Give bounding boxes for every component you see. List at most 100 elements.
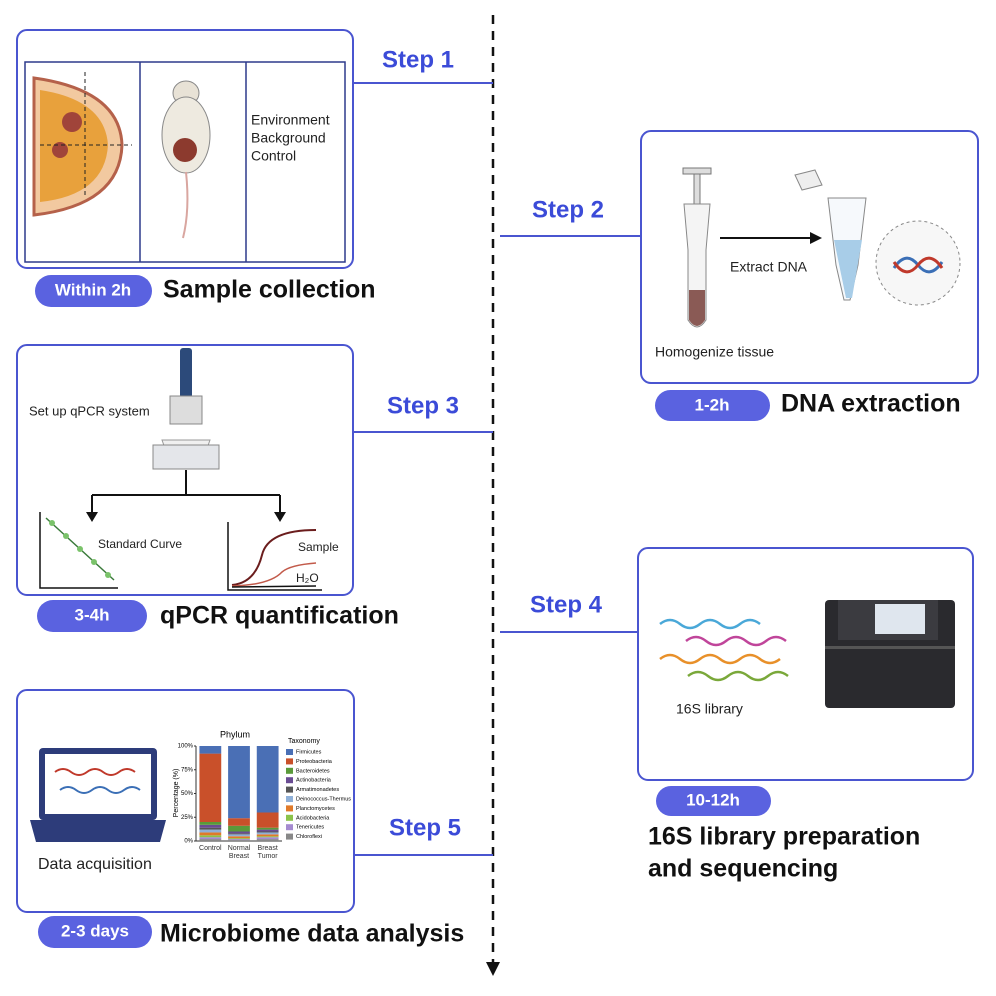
bar-segment [199, 832, 222, 836]
bar-segment [199, 839, 222, 841]
time-pill [38, 916, 152, 948]
y-tick-label: 25% [181, 815, 194, 821]
time-pill [656, 786, 771, 816]
bar-segment [256, 831, 279, 833]
legend-swatch [286, 805, 293, 812]
bar-segment [256, 839, 279, 841]
bar-segment [199, 835, 222, 838]
bar-segment [199, 827, 222, 830]
branch-arrows [91, 470, 281, 515]
bar-segment [228, 825, 250, 832]
legend-swatch [286, 824, 293, 831]
arrow-head [810, 232, 822, 244]
legend-label: Firmicutes [296, 749, 322, 755]
x-tick-label: Breast Tumor [257, 845, 278, 860]
bar-segment [228, 838, 250, 840]
time-pill [35, 275, 152, 307]
step-label: Step 5 [389, 814, 461, 841]
tube-illustration [794, 169, 961, 306]
bar-segment [256, 836, 279, 838]
step-title: and sequencing [648, 855, 838, 883]
homogenizer-illustration [682, 167, 712, 328]
bar-segment [228, 831, 250, 834]
note: Environment [251, 112, 330, 128]
step-title: qPCR quantification [160, 602, 399, 630]
panel [640, 130, 979, 384]
time-label: 2-3 days [61, 921, 129, 940]
inner-box [24, 61, 346, 263]
mouse-illustration [161, 80, 211, 239]
bar-segment [256, 812, 279, 828]
bar-segment [199, 746, 222, 754]
note: 16S library [676, 701, 743, 717]
panel [16, 689, 355, 913]
bar-segment [256, 834, 279, 837]
legend-label: Proteobacteria [296, 759, 333, 765]
legend-label: Bacteroidetes [296, 768, 330, 774]
y-tick-label: 75% [181, 767, 194, 773]
legend-label: Actinobacteria [296, 778, 332, 784]
time-label: Within 2h [55, 280, 131, 299]
stacked-bar-chart: 0% 25% 50% 75% 100% Firmicutes Proteobacteria B… [178, 744, 352, 845]
step-label: Step 4 [530, 591, 603, 618]
bar-segment [199, 837, 222, 840]
time-pill [37, 600, 147, 632]
bar-segment [228, 834, 250, 837]
bar-segment [228, 833, 250, 835]
note: Extract DNA [730, 259, 808, 275]
legend-swatch [286, 749, 293, 755]
note: Data acquisition [38, 856, 152, 873]
legend-swatch [286, 786, 293, 793]
legend-label: Chloroflexi [296, 834, 322, 840]
x-tick-label: Normal Breast [227, 845, 251, 860]
time-label: 3-4h [75, 605, 110, 624]
sequencer-illustration [825, 600, 955, 708]
legend-label: Planctomycetes [296, 806, 335, 812]
note: Sample [298, 540, 339, 554]
legend-label: Acidobacteria [296, 815, 330, 821]
note: Standard Curve [98, 537, 182, 551]
step-title: Microbiome data analysis [160, 920, 464, 948]
step-label: Step 1 [382, 46, 454, 73]
bar-segment [199, 829, 222, 833]
y-tick-label: 0% [184, 839, 193, 845]
legend-swatch [286, 833, 293, 840]
y-tick-label: 100% [178, 744, 194, 750]
note: Homogenize tissue [655, 344, 774, 360]
y-tick-label: 50% [181, 791, 194, 797]
time-label: 1-2h [695, 395, 730, 414]
note: Background [251, 130, 326, 146]
legend-swatch [286, 814, 293, 821]
legend-swatch [286, 777, 293, 784]
legend-label: Deinococcus-Thermus [296, 796, 351, 802]
bar-segment [228, 840, 250, 841]
x-tick-label: Control [199, 845, 222, 852]
note: H₂O [296, 571, 319, 585]
standard-curve-illustration [39, 512, 118, 589]
bar-segment [256, 837, 279, 840]
bar-segment [256, 746, 279, 813]
time-pill [655, 390, 770, 421]
time-label: 10-12h [686, 790, 740, 809]
step-title: 16S library preparation [648, 823, 920, 851]
step-title: DNA extraction [781, 390, 961, 418]
bar-segment [256, 832, 279, 835]
legend-label: Armatimonadetes [296, 787, 339, 793]
note: Set up qPCR system [29, 403, 150, 418]
legend-swatch [286, 796, 293, 802]
bar-segment [228, 746, 250, 819]
y-axis-label: Percentage (%) [173, 769, 180, 818]
dna-library-illustration [659, 618, 789, 682]
step-label: Step 2 [532, 196, 604, 223]
laptop-illustration [30, 748, 166, 842]
note: Control [251, 148, 296, 164]
pipette-illustration [152, 348, 220, 470]
breast-illustration [32, 72, 132, 217]
bar-segment [199, 824, 222, 828]
timeline-arrow [486, 962, 500, 976]
legend-title: Taxonomy [288, 738, 320, 745]
step-label: Step 3 [387, 392, 459, 419]
bar-segment [256, 827, 279, 830]
